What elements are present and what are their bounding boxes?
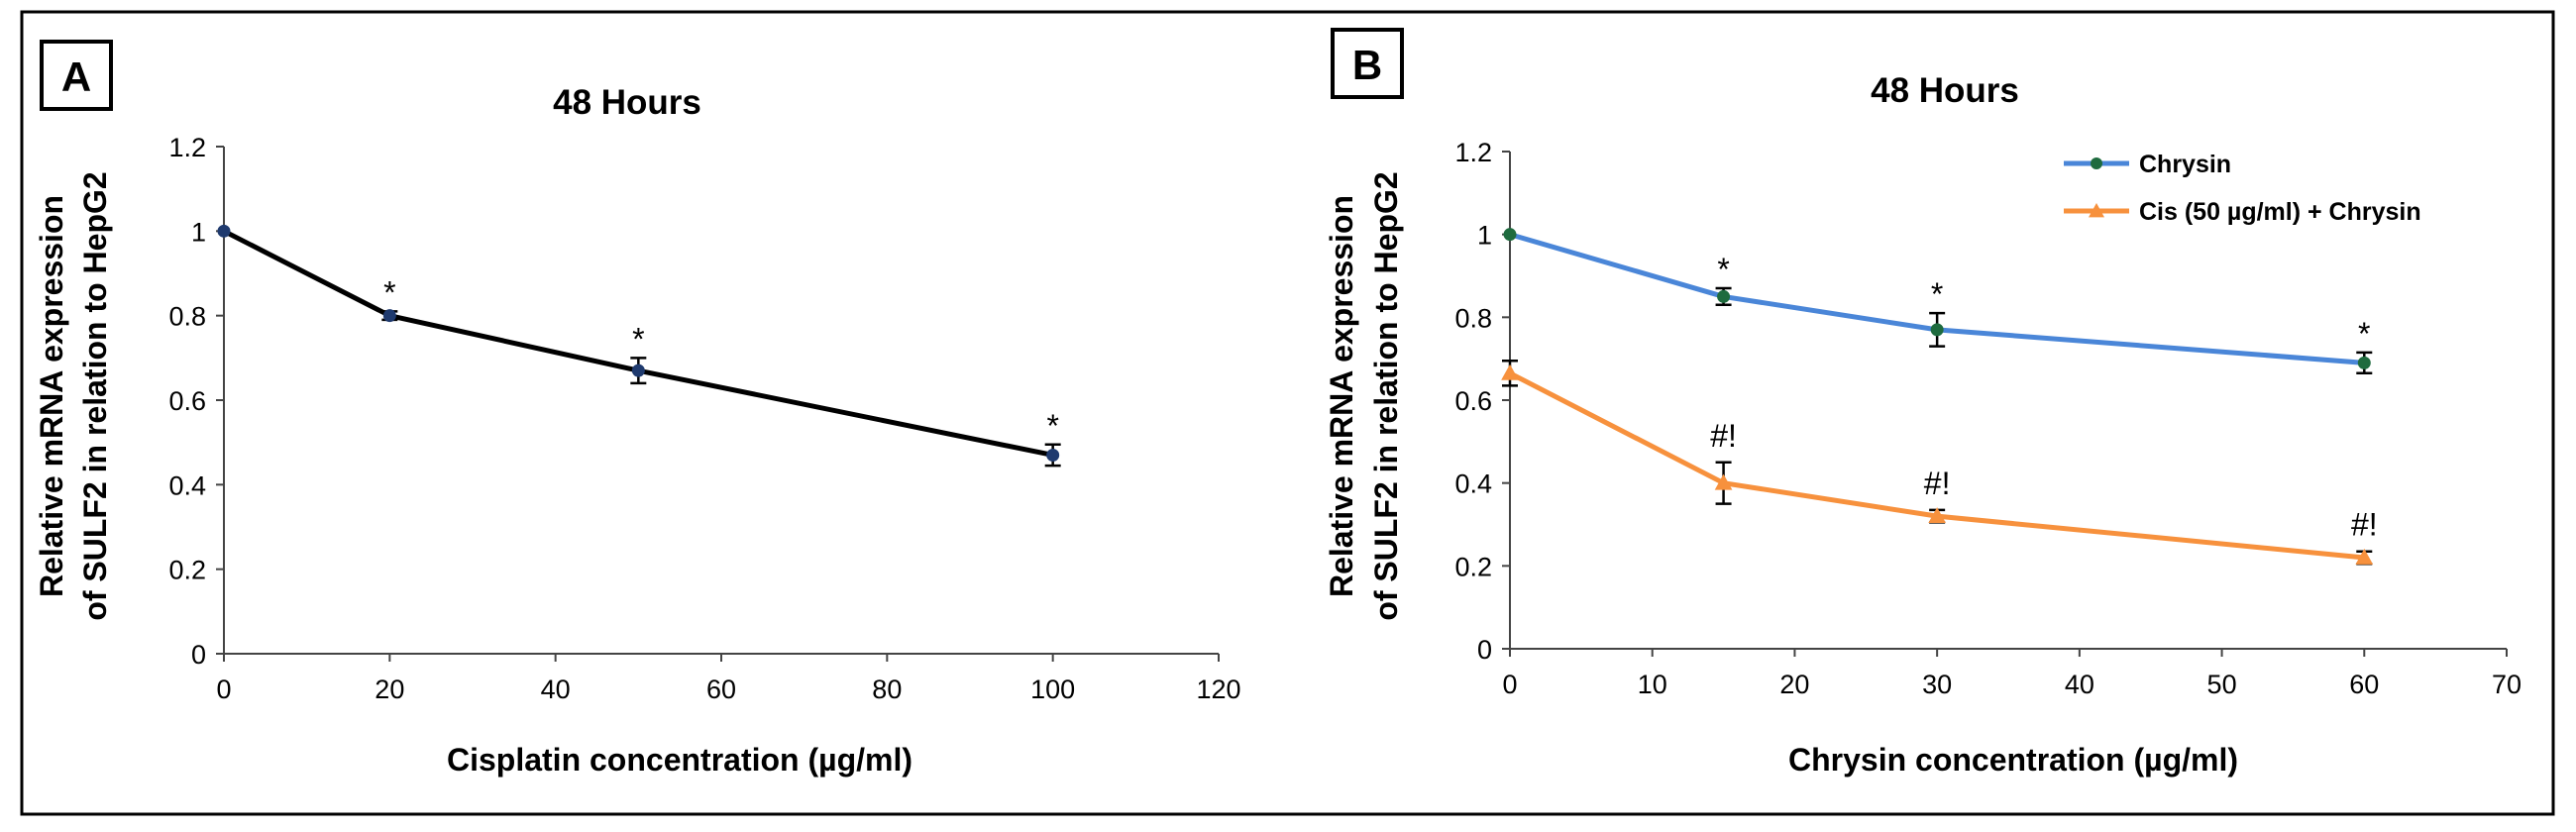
panel-b-series-1-significance-label: * (1717, 252, 1729, 287)
panel-b-xlabel: Chrysin concentration (µg/ml) (1788, 742, 2238, 778)
panel-a-y-tick-label: 1.2 (168, 133, 206, 162)
panel-b-y-tick-label: 0.2 (1454, 552, 1492, 581)
panel-b-y-tick-label: 1 (1477, 221, 1492, 251)
panel-a-title: 48 Hours (553, 83, 701, 122)
panel-b-series-2-significance-label: #! (1710, 418, 1737, 454)
panel-b-series-1-point (1930, 323, 1944, 337)
panel-a-series-1-point (382, 309, 396, 323)
panel-a-y-tick-label: 1 (191, 217, 206, 247)
panel-b-series-1-significance-label: * (2358, 316, 2370, 352)
panel-b-y-tick-label: 0 (1477, 635, 1492, 665)
panel-a-series-1-significance-label: * (1046, 408, 1058, 444)
panel-a-label: A (61, 53, 91, 100)
panel-a-series-1-significance-label: * (383, 274, 395, 310)
panel-b-series-1-point (1717, 289, 1731, 303)
panel-b-x-tick-label: 20 (1779, 670, 1809, 699)
panel-b-x-tick-label: 50 (2207, 670, 2237, 699)
panel-b-x-tick-label: 40 (2065, 670, 2094, 699)
panel-b-legend-marker (2091, 157, 2102, 169)
panel-b-ylabel-line1: Relative mRNA expression (1324, 195, 1359, 597)
panel-b-series-2-point (2355, 548, 2374, 565)
figure-frame (20, 10, 2555, 816)
panel-a-label-box (40, 40, 113, 111)
panel-a-y-tick-label: 0.6 (168, 386, 206, 416)
panel-b-y-tick-label: 1.2 (1454, 138, 1492, 167)
panel-b-series-2-point (1714, 473, 1733, 490)
panel-b-x-tick-label: 30 (1922, 670, 1952, 699)
panel-b-legend-label: Cis (50 µg/ml) + Chrysin (2139, 198, 2421, 226)
panel-b-title: 48 Hours (1871, 71, 2019, 110)
panel-a-plot-area: 0 0.2 0.4 0.6 0.8 1 1.2 0 20 40 60 80 100 120 * * * (168, 133, 1240, 704)
panel-a-series-1-point (217, 224, 231, 238)
panel-a-x-tick-label: 20 (375, 675, 404, 704)
panel-b-plot-area: 0 0.2 0.4 0.6 0.8 1 1.2 0 10 20 30 40 50 60 70 * * * #! #! #… (1454, 138, 2522, 699)
panel-a-x-tick-label: 60 (706, 675, 736, 704)
panel-b-ylabel-line2: of SULF2 in relation to HepG2 (1368, 171, 1404, 620)
panel-b-series-1-line (1509, 232, 2365, 365)
panel-b-series-2-significance-label: #! (1924, 466, 1951, 501)
panel-b-series-2-significance-label: #! (2351, 507, 2378, 543)
panel-a-y-tick-label: 0.8 (168, 302, 206, 332)
panel-a: A 48 Hours Relative mRNA expression of S… (34, 40, 1241, 778)
panel-a-x-tick-label: 0 (216, 675, 231, 704)
panel-a-y-tick-label: 0.4 (168, 470, 206, 500)
panel-b-x-tick-label: 70 (2492, 670, 2522, 699)
panel-a-series-1-point (631, 364, 645, 377)
panel-a-series-1-line (222, 229, 1054, 458)
panel-a-ylabel-line2: of SULF2 in relation to HepG2 (77, 171, 113, 620)
panel-b-series-1-point (2357, 356, 2371, 369)
panel-a-series-1-point (1046, 448, 1060, 462)
panel-b-legend-label: Chrysin (2139, 151, 2231, 178)
panel-b-legend-marker (2089, 203, 2104, 218)
panel-b-series-1-significance-label: * (1931, 276, 1943, 312)
panel-a-series-1-significance-label: * (632, 321, 644, 357)
panel-a-x-tick-label: 100 (1030, 675, 1075, 704)
panel-b-label: B (1352, 42, 1382, 88)
panel-b-x-tick-label: 60 (2349, 670, 2379, 699)
panel-b-series-2-point (1928, 507, 1946, 524)
panel-a-xlabel: Cisplatin concentration (µg/ml) (447, 742, 912, 778)
panel-b: B 48 Hours Relative mRNA expression of S… (1324, 28, 2522, 778)
panel-b-label-box (1331, 28, 1404, 99)
panel-b-y-tick-label: 0.8 (1454, 303, 1492, 333)
panel-a-ylabel-line1: Relative mRNA expression (34, 195, 69, 597)
panel-b-series-2-line (1508, 370, 2365, 561)
panel-a-y-tick-label: 0.2 (168, 556, 206, 585)
panel-a-x-tick-label: 80 (872, 675, 902, 704)
panel-a-x-tick-label: 120 (1196, 675, 1240, 704)
panel-b-y-tick-label: 0.6 (1454, 386, 1492, 416)
panel-b-y-tick-label: 0.4 (1454, 469, 1492, 499)
panel-b-series-2-point (1501, 364, 1519, 380)
panel-b-x-tick-label: 0 (1502, 670, 1517, 699)
panel-b-series-1-point (1503, 228, 1517, 242)
panel-a-y-tick-label: 0 (191, 640, 206, 670)
panel-a-x-tick-label: 40 (541, 675, 571, 704)
panel-b-x-tick-label: 10 (1638, 670, 1667, 699)
